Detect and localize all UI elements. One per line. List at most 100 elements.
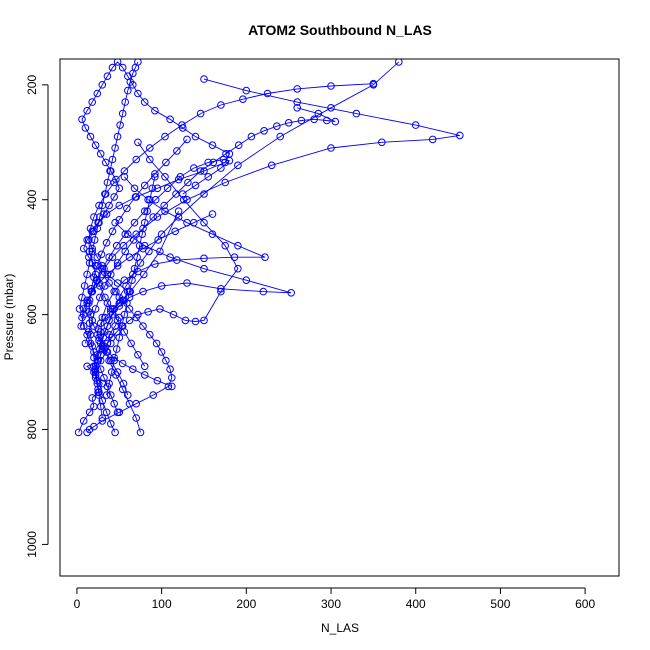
y-axis: 200 400 600 800 1000	[25, 75, 49, 558]
data-point	[284, 119, 293, 127]
data-point	[297, 116, 306, 125]
data-point	[98, 81, 107, 89]
data-point	[83, 428, 91, 437]
data-point	[118, 359, 127, 368]
data-point	[146, 330, 154, 339]
data-point	[161, 132, 169, 141]
data-point	[168, 374, 176, 382]
data-point	[86, 132, 95, 141]
data-point	[113, 316, 122, 325]
data-point	[156, 305, 164, 313]
data-point	[190, 218, 198, 227]
data-point	[107, 308, 115, 316]
data-point	[136, 259, 145, 267]
data-point	[200, 264, 208, 273]
series-13	[78, 210, 217, 417]
data-point	[293, 85, 302, 93]
data-point	[196, 167, 205, 175]
data-point	[85, 296, 94, 305]
data-point	[162, 356, 170, 365]
data-point	[234, 161, 242, 170]
data-point	[178, 121, 186, 129]
data-point	[200, 254, 208, 263]
series-line	[88, 139, 188, 393]
data-point	[176, 173, 185, 181]
data-point	[103, 348, 112, 356]
data-point	[112, 241, 121, 250]
data-point	[98, 414, 107, 422]
data-point	[208, 141, 217, 149]
data-point	[97, 250, 106, 259]
data-point	[115, 184, 124, 193]
data-point	[96, 319, 105, 328]
data-point	[273, 122, 281, 130]
data-point	[85, 247, 94, 256]
data-point	[91, 305, 100, 313]
data-point	[80, 282, 89, 290]
data-point	[179, 195, 188, 204]
data-point	[145, 247, 153, 256]
y-axis-label: Pressure (mbar)	[2, 274, 16, 361]
data-point	[134, 310, 142, 319]
data-point	[85, 259, 94, 267]
data-point	[88, 342, 96, 351]
data-point	[152, 339, 161, 348]
data-point	[225, 156, 234, 165]
x-axis-label: N_LAS	[321, 621, 359, 635]
data-point	[151, 260, 159, 268]
plot-frame	[59, 58, 620, 577]
data-point	[77, 322, 85, 330]
data-point	[133, 253, 141, 262]
data-point	[153, 376, 162, 385]
data-point	[111, 428, 119, 437]
data-point	[161, 207, 169, 215]
data-point	[323, 116, 331, 125]
data-point	[115, 216, 124, 224]
data-point	[115, 299, 124, 307]
data-point	[96, 402, 105, 411]
data-point	[102, 239, 111, 247]
data-point	[81, 339, 90, 348]
data-point	[179, 190, 187, 198]
data-point	[130, 218, 139, 227]
data-point	[113, 279, 122, 287]
data-point	[93, 262, 102, 270]
series-line	[96, 211, 180, 387]
data-point	[106, 167, 114, 175]
data-point	[234, 241, 242, 250]
data-point	[293, 104, 302, 112]
data-point	[169, 310, 178, 319]
data-point	[134, 89, 142, 98]
data-point	[171, 227, 179, 236]
data-point	[93, 89, 102, 98]
data-point	[125, 399, 134, 408]
data-point	[132, 155, 140, 164]
data-point	[139, 322, 147, 330]
data-point	[157, 348, 166, 356]
data-point	[102, 408, 111, 417]
series-line	[84, 107, 336, 344]
data-point	[138, 230, 146, 238]
data-point	[118, 63, 127, 72]
data-point	[204, 158, 212, 167]
data-point	[190, 164, 198, 172]
data-point	[103, 270, 112, 279]
data-point	[287, 289, 296, 297]
data-point	[129, 365, 137, 374]
data-point	[191, 317, 200, 326]
data-point	[96, 365, 105, 374]
data-point	[139, 287, 147, 296]
data-point	[93, 224, 102, 233]
data-point	[110, 399, 118, 408]
data-point	[79, 417, 88, 425]
data-point	[113, 262, 122, 270]
data-point	[196, 109, 205, 118]
data-point	[126, 78, 135, 86]
data-point	[78, 115, 86, 124]
data-point	[75, 305, 84, 313]
y-tick-label: 600	[25, 304, 39, 324]
data-point	[263, 89, 272, 98]
data-point	[208, 210, 217, 218]
x-axis: 0 100 200 300 400 500 600	[74, 587, 595, 611]
data-point	[173, 147, 181, 155]
